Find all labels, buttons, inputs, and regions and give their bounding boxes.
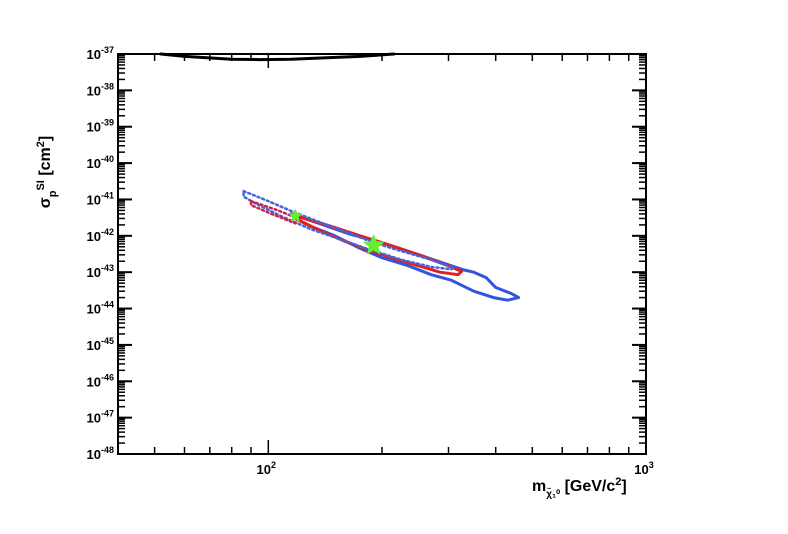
star-marker — [362, 234, 385, 255]
y-axis-title: σpSI [cm2] — [35, 136, 59, 208]
y-tick-label: 10-46 — [87, 372, 114, 389]
label-layer: 10-37 10-38 10-39 10-40 10-41 10-42 10-43 10-44… — [87, 45, 654, 477]
star-marker — [288, 208, 303, 222]
y-tick-label: 10-47 — [87, 409, 114, 426]
y-tick-label: 10-45 — [87, 336, 114, 353]
x-axis-title: mχ̃₁⁰ [GeV/c2] — [532, 476, 627, 500]
y-tick-label: 10-38 — [87, 81, 114, 98]
y-tick-label: 10-44 — [87, 300, 114, 317]
x-tick-label: 103 — [634, 460, 653, 477]
dotted-contour-4 — [249, 199, 300, 225]
solid-contour-1 — [289, 212, 521, 302]
series-layer — [159, 52, 521, 302]
y-tick-label: 10-40 — [87, 154, 114, 171]
y-tick-label: 10-48 — [87, 445, 114, 462]
tick-layer — [117, 53, 647, 455]
dotted-contour-3 — [242, 189, 456, 271]
y-tick-label: 10-37 — [87, 45, 114, 62]
x-tick-label: 102 — [257, 460, 276, 477]
plot-frame — [117, 53, 647, 455]
exclusion-limit-line-0 — [159, 52, 396, 62]
y-tick-label: 10-42 — [87, 227, 114, 244]
y-tick-label: 10-43 — [87, 263, 114, 280]
y-tick-label: 10-39 — [87, 118, 114, 135]
y-tick-label: 10-41 — [87, 190, 114, 207]
